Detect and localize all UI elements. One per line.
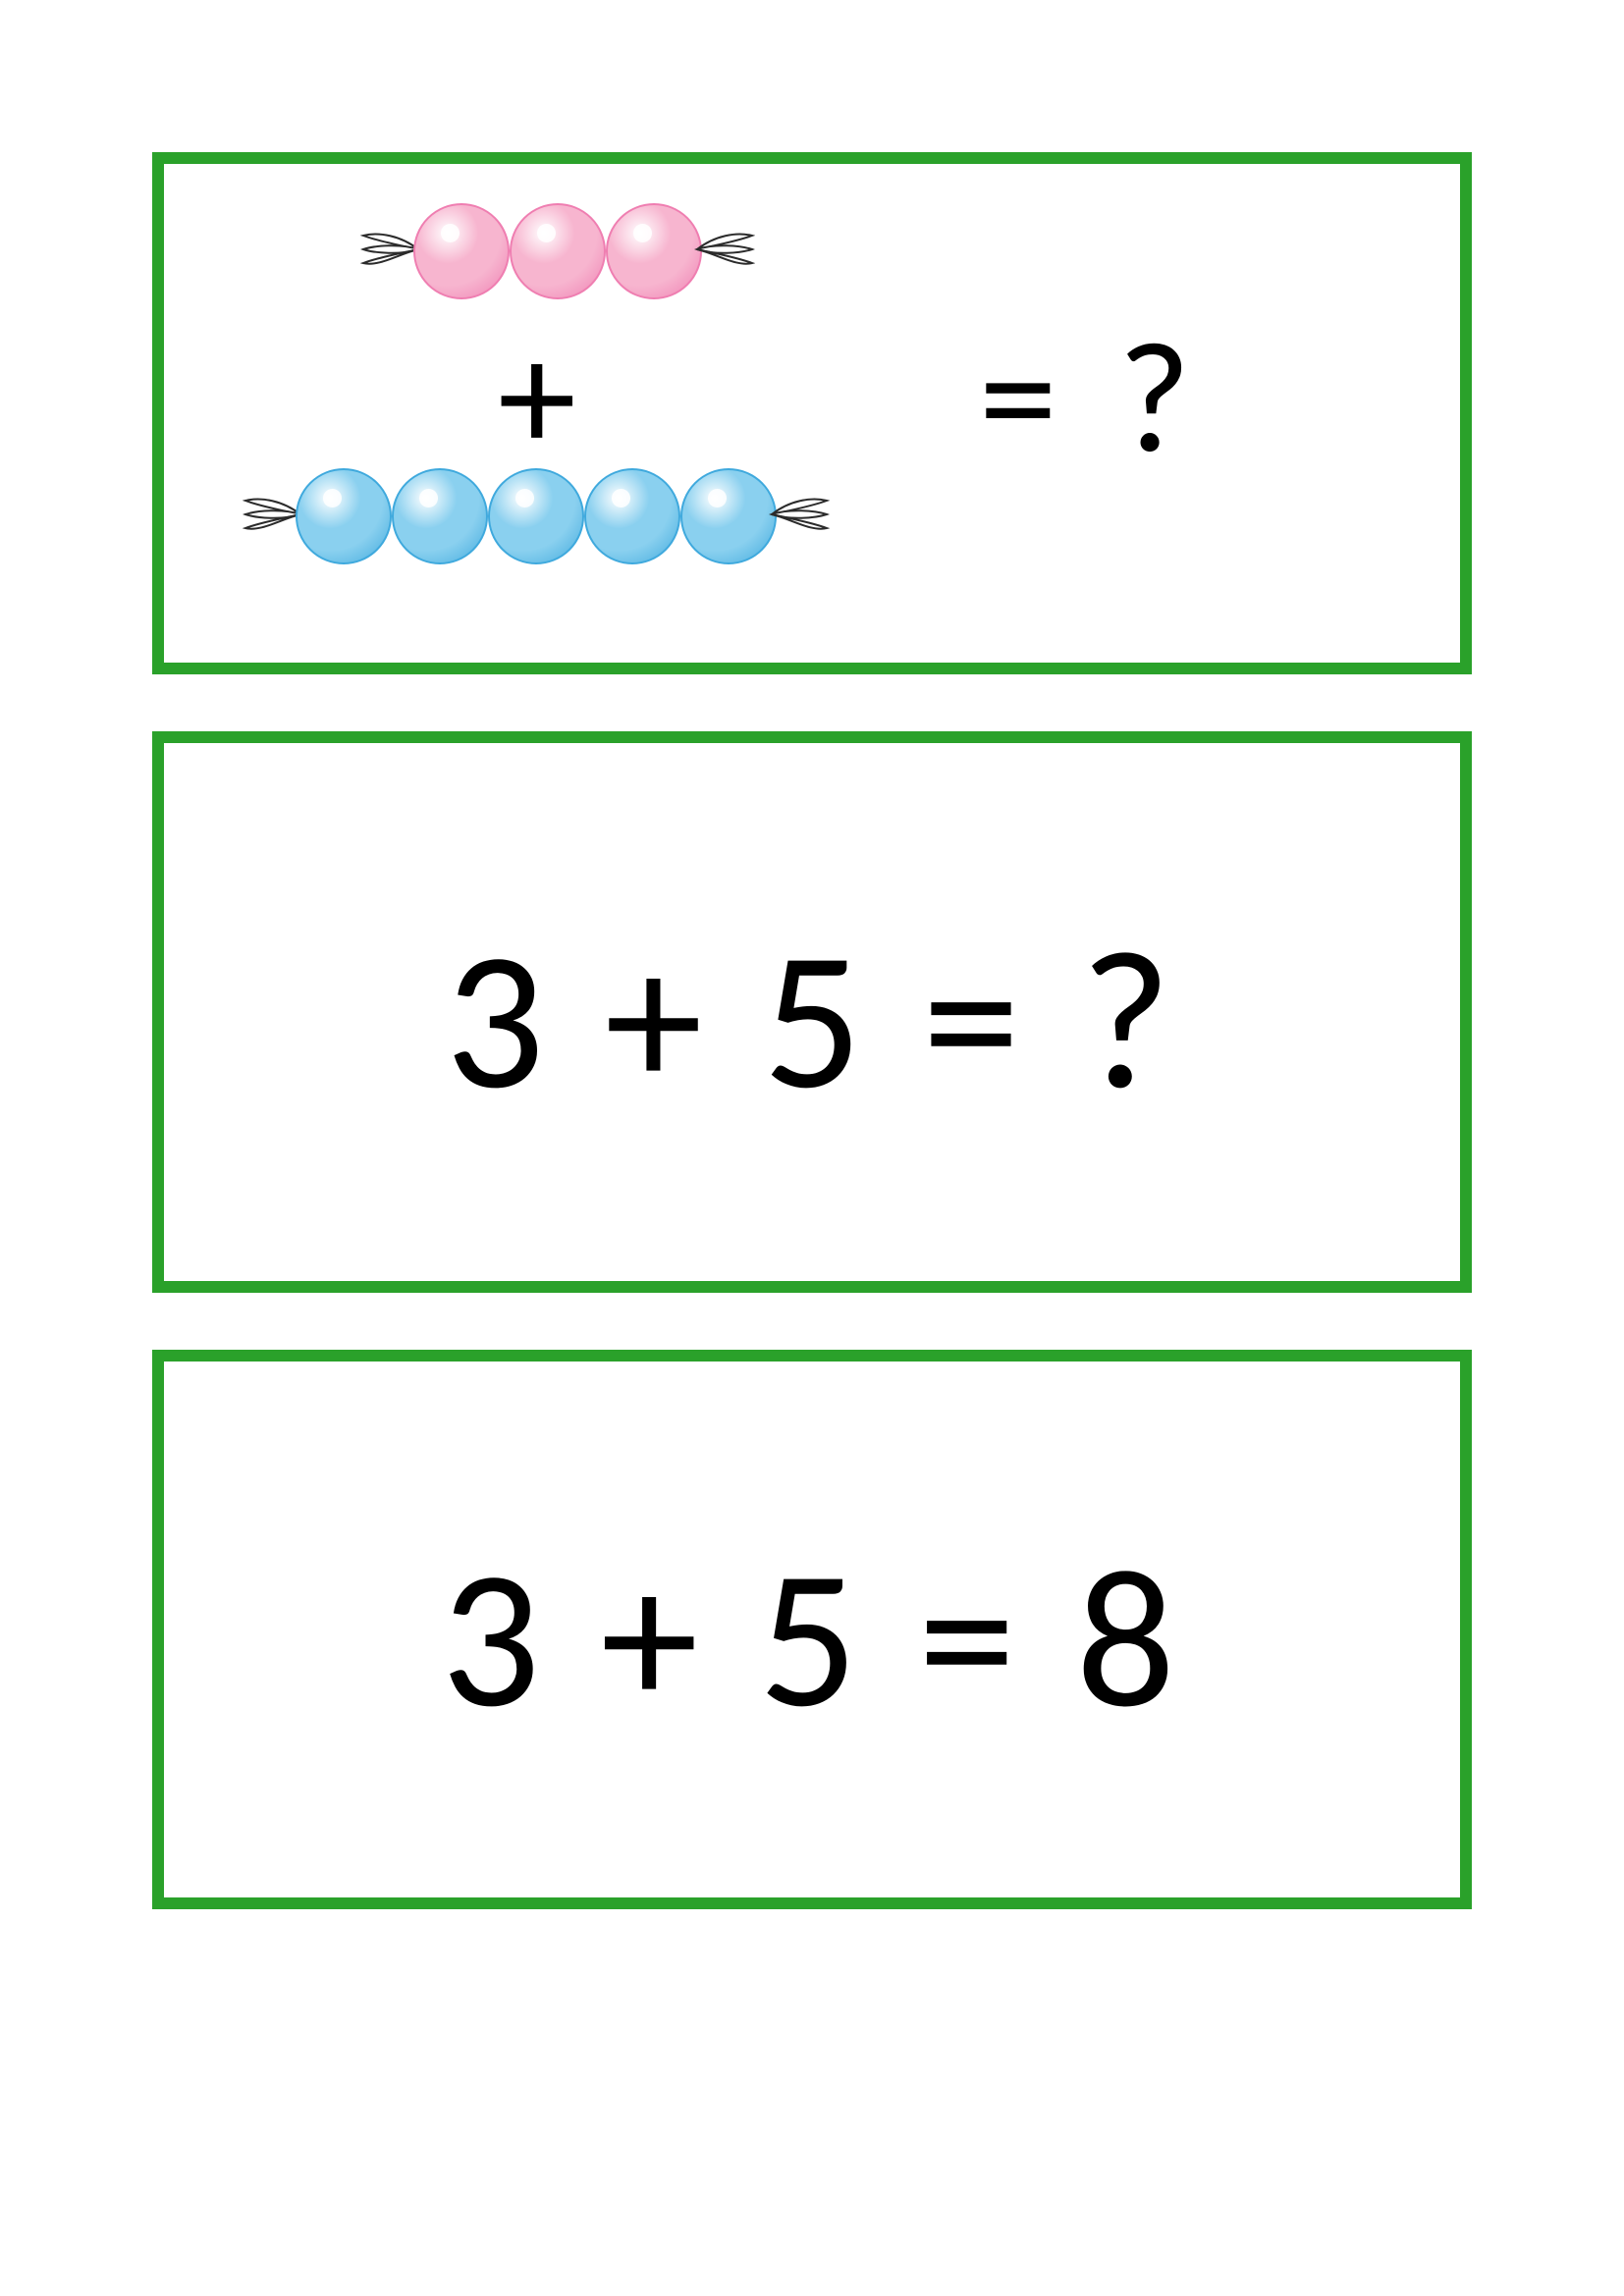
wing-right-icon [694, 230, 755, 274]
equation-answer-text: 3 + 5 = 8 [164, 1519, 1460, 1758]
wing-icon [769, 495, 830, 534]
bead-icon [488, 468, 584, 564]
bead-row-pink [360, 203, 755, 299]
beads-group [296, 468, 777, 564]
card-visual-equation: + = ? [152, 152, 1472, 674]
bead-shine [612, 489, 630, 507]
wing-icon [694, 230, 755, 269]
bead-icon [606, 203, 702, 299]
card-visual-inner: + = ? [164, 164, 1460, 663]
beads-group [413, 203, 702, 299]
bead-icon [392, 468, 488, 564]
bead-shine [419, 489, 438, 507]
bead-shine [441, 224, 460, 242]
plus-sign: + [498, 301, 582, 493]
bead-shine [323, 489, 342, 507]
wing-left-icon [243, 495, 303, 539]
equation-question-text: 3 + 5 = ? [164, 900, 1460, 1140]
worksheet-page: + = ? 3 + 5 = ? 3 + 5 = 8 [0, 0, 1624, 2296]
bead-shine [537, 224, 556, 242]
bead-icon [584, 468, 680, 564]
wing-icon [360, 230, 421, 269]
bead-shine [515, 489, 534, 507]
bead-row-blue [243, 468, 830, 564]
bead-icon [680, 468, 777, 564]
wing-left-icon [360, 230, 421, 274]
card-equation-question: 3 + 5 = ? [152, 731, 1472, 1293]
wing-right-icon [769, 495, 830, 539]
card-equation-answer: 3 + 5 = 8 [152, 1350, 1472, 1909]
bead-icon [413, 203, 510, 299]
bead-shine [633, 224, 652, 242]
equals-question: = ? [979, 301, 1203, 493]
card-answer-inner: 3 + 5 = 8 [164, 1362, 1460, 1897]
wing-icon [243, 495, 303, 534]
bead-shine [708, 489, 727, 507]
bead-icon [510, 203, 606, 299]
card-question-inner: 3 + 5 = ? [164, 743, 1460, 1281]
bead-icon [296, 468, 392, 564]
